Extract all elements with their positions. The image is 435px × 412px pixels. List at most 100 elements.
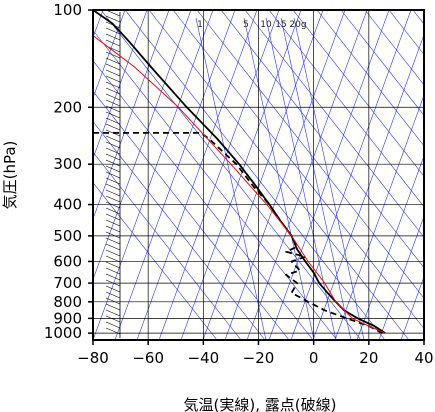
wind-barb [105,129,121,137]
wind-barb [105,27,121,35]
isotherm-line [312,33,424,340]
x-tick-label: 40 [414,349,433,367]
x-axis-title: 気温(実線), 露点(破線) [184,396,337,412]
x-tick-label: −40 [188,349,220,367]
isotherm-line [158,10,280,340]
dry-adiabat-line [124,10,386,340]
mixing-ratio-line [280,17,352,340]
wind-barb [105,279,121,287]
wind-barb [105,165,121,173]
isotherm-line [334,94,424,340]
wind-barb [105,147,121,155]
isotherm-line [400,275,424,340]
y-tick-label: 500 [53,227,82,245]
dry-adiabat-line [340,10,424,116]
series-line-solid-red [93,35,386,334]
isotherm-line [93,10,148,160]
wind-barb [105,291,121,299]
grid-lines [93,10,424,340]
wind-barb [105,99,121,107]
wind-barb [105,87,121,95]
wind-barb [105,93,121,101]
mixing-ratio-line [293,17,365,340]
y-tick-label: 100 [53,1,82,19]
wind-barb [105,39,121,47]
mixing-ratio-label: 10 [260,20,272,30]
wind-barb [105,309,121,317]
dry-adiabat-line [93,60,314,340]
isotherm-line [114,10,236,340]
wind-barb [105,237,121,245]
wind-barb [105,195,121,203]
isotherm-line [93,10,192,281]
y-tick-label: 700 [53,274,82,292]
y-tick-label: 200 [53,98,82,116]
dry-adiabat-line [220,10,424,269]
dry-adiabat-line [244,10,424,238]
x-axis-ticks: −80 −60 −40 −20 0 20 40 [77,340,434,367]
series-layer [93,10,386,334]
wind-barb [105,321,121,329]
wind-barb [105,153,121,161]
isotherm-line [356,154,424,340]
wind-barb [105,231,121,239]
isotherm-line [93,10,126,99]
dry-adiabat-line [93,90,290,340]
mixing-ratio-labels: 1 5 10 15 20g [197,20,306,30]
mixing-ratio-label: 15 [275,20,286,30]
x-tick-label: −20 [243,349,275,367]
wind-barb [105,267,121,275]
wind-barb [105,75,121,83]
wind-barb [105,15,121,23]
mixing-ratio-label: 1 [197,20,203,30]
mixing-ratio-label: 20g [289,20,306,30]
wind-barb [105,207,121,215]
x-tick-label: 0 [309,349,319,367]
wind-barb [105,117,121,125]
wind-barb [105,189,121,197]
wind-barb [105,69,121,77]
wind-barbs [105,10,121,338]
y-tick-label: 600 [53,252,82,270]
wind-barb [105,105,121,113]
x-tick-label: −80 [77,349,109,367]
x-tick-label: −60 [132,349,164,367]
wind-barb [105,81,121,89]
wind-barb [105,249,121,257]
wind-barb [105,63,121,71]
dry-adiabat-line [148,10,410,340]
y-tick-label: 1000 [44,324,82,342]
wind-barb [105,183,121,191]
isotherm-line [93,10,214,340]
wind-barb [105,243,121,251]
series-line-dashed-black [93,132,384,334]
wind-barb [105,255,121,263]
isotherm-line [246,10,368,340]
dry-adiabat-line [364,10,424,86]
wind-barb [105,33,121,41]
dry-adiabat-line [268,10,424,208]
wind-barb [105,51,121,59]
wind-barb [105,273,121,281]
wind-barb [105,57,121,65]
wind-barb [105,171,121,179]
y-tick-label: 300 [53,155,82,173]
wind-barb [105,141,121,149]
dry-adiabat-line [172,10,424,330]
wind-barb [105,177,121,185]
dry-adiabat-line [316,10,424,147]
wind-barb [105,315,121,323]
y-axis-title: 気圧(hPa) [1,141,19,210]
wind-barb [105,261,121,269]
isotherm-line [224,10,346,340]
mixing-ratio-label: 5 [243,20,249,30]
wind-barb [105,225,121,233]
wind-barb [105,201,121,209]
dry-adiabat-line [93,182,218,340]
wind-barb [105,303,121,311]
y-tick-label: 800 [53,293,82,311]
y-tick-label: 400 [53,196,82,214]
wind-barb [105,327,121,335]
